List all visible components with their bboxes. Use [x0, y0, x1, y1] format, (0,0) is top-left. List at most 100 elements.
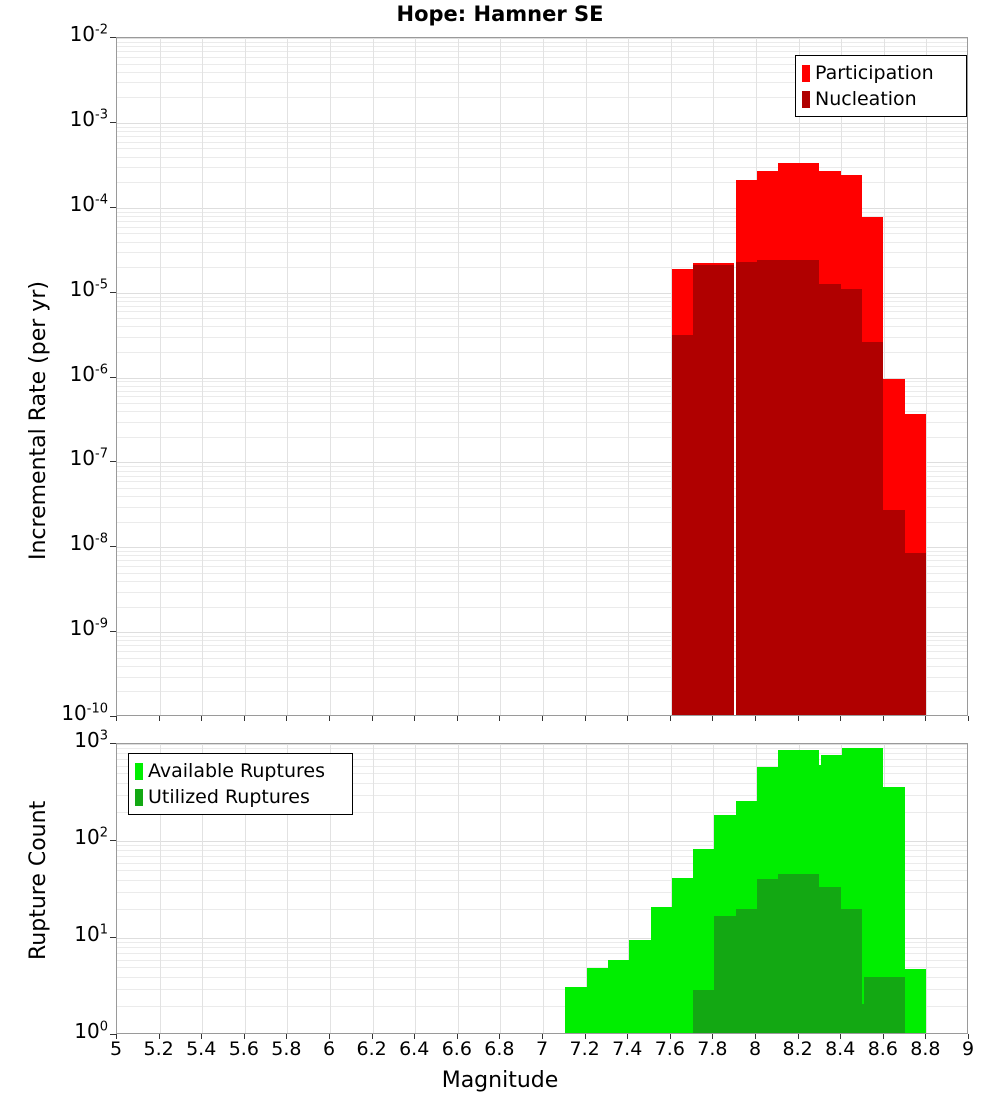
grid-line-horizontal [117, 856, 967, 857]
grid-line-horizontal [117, 123, 967, 124]
grid-line-horizontal [117, 666, 967, 667]
grid-line-horizontal [117, 753, 967, 754]
top-legend-item-row: Nucleation [802, 86, 958, 112]
grid-line-horizontal [117, 252, 967, 253]
top-y-axis-title: Incremental Rate (per yr) [26, 281, 51, 560]
grid-line-vertical [330, 744, 331, 1033]
grid-line-horizontal [117, 212, 967, 213]
grid-line-horizontal [117, 311, 967, 312]
grid-line-horizontal [117, 352, 967, 353]
bottom-y-tick-label: 103 [74, 728, 108, 752]
grid-line-horizontal [117, 555, 967, 556]
grid-line-horizontal [117, 466, 967, 467]
top-legend-item-label: Participation [815, 61, 934, 84]
grid-line-horizontal [117, 396, 967, 397]
bottom-legend-item-row: Utilized Ruptures [135, 784, 344, 810]
grid-line-horizontal [117, 233, 967, 234]
grid-line-horizontal [117, 38, 967, 39]
y-tick-mark [110, 37, 116, 38]
x-tick-label: 7.2 [569, 1038, 600, 1060]
grid-line-horizontal [117, 658, 967, 659]
grid-line-horizontal [117, 462, 967, 463]
x-tick-mark [372, 1034, 373, 1039]
grid-line-horizontal [117, 496, 967, 497]
grid-line-horizontal [117, 337, 967, 338]
grid-line-horizontal [117, 560, 967, 561]
grid-line-horizontal [117, 403, 967, 404]
grid-line-horizontal [117, 841, 967, 842]
top-y-tick-label: 10-7 [69, 446, 108, 471]
grid-line-vertical [330, 38, 331, 715]
grid-line-horizontal [117, 766, 967, 767]
x-tick-label: 8.2 [782, 1038, 813, 1060]
x-tick-label: 8.4 [825, 1038, 856, 1060]
grid-line-vertical [415, 38, 416, 715]
x-tick-mark [116, 1034, 117, 1039]
grid-line-horizontal [117, 947, 967, 948]
grid-line-horizontal [117, 437, 967, 438]
page-title: Hope: Hamner SE [396, 2, 604, 26]
grid-line-horizontal [117, 960, 967, 961]
grid-line-vertical [202, 744, 203, 1033]
x-tick-label: 7.4 [612, 1038, 643, 1060]
x-tick-mark [925, 1034, 926, 1039]
grid-line-vertical [628, 38, 629, 715]
grid-line-horizontal [117, 136, 967, 137]
grid-line-vertical [671, 38, 672, 715]
grid-line-horizontal [117, 748, 967, 749]
grid-line-horizontal [117, 870, 967, 871]
x-tick-mark [201, 1034, 202, 1039]
x-tick-mark [883, 716, 884, 721]
grid-line-horizontal [117, 967, 967, 968]
grid-line-vertical [202, 38, 203, 715]
grid-line-horizontal [117, 795, 967, 796]
grid-line-vertical [926, 744, 927, 1033]
grid-line-vertical [586, 744, 587, 1033]
x-tick-mark [499, 716, 500, 721]
grid-line-vertical [373, 744, 374, 1033]
x-tick-mark [883, 1034, 884, 1039]
grid-line-horizontal [117, 645, 967, 646]
x-tick-label: 6.2 [356, 1038, 387, 1060]
grid-line-horizontal [117, 481, 967, 482]
bottom-legend-item-row: Available Ruptures [135, 758, 344, 784]
y-tick-mark [110, 292, 116, 293]
x-tick-label: 5.4 [186, 1038, 217, 1060]
grid-line-horizontal [117, 157, 967, 158]
grid-line-horizontal [117, 148, 967, 149]
grid-line-vertical [458, 744, 459, 1033]
grid-line-horizontal [117, 989, 967, 990]
grid-line-horizontal [117, 301, 967, 302]
x-tick-mark [798, 716, 799, 721]
bar-nucleation [885, 553, 926, 715]
x-tick-label: 7.6 [654, 1038, 685, 1060]
x-tick-label: 6 [322, 1038, 336, 1060]
grid-line-horizontal [117, 522, 967, 523]
grid-line-horizontal [117, 845, 967, 846]
x-tick-mark [585, 1034, 586, 1039]
grid-line-horizontal [117, 566, 967, 567]
y-tick-mark [110, 1034, 116, 1035]
y-tick-mark [110, 377, 116, 378]
bottom-legend-item-label: Utilized Ruptures [148, 785, 310, 808]
x-tick-mark [159, 716, 160, 721]
top-y-tick-label: 10-4 [69, 191, 108, 216]
y-tick-mark [110, 716, 116, 717]
x-tick-mark [755, 716, 756, 721]
grid-line-horizontal [117, 221, 967, 222]
top-y-tick-label: 10-10 [61, 701, 108, 725]
grid-line-horizontal [117, 326, 967, 327]
grid-line-horizontal [117, 267, 967, 268]
grid-line-horizontal [117, 636, 967, 637]
x-tick-mark [627, 716, 628, 721]
grid-line-horizontal [117, 632, 967, 633]
grid-line-horizontal [117, 744, 967, 745]
grid-line-vertical [245, 744, 246, 1033]
top-legend-item-label: Nucleation [815, 87, 917, 110]
grid-line-vertical [543, 744, 544, 1033]
grid-line-horizontal [117, 97, 967, 98]
grid-line-horizontal [117, 551, 967, 552]
top-y-tick-label: 10-8 [69, 531, 108, 556]
x-tick-mark [457, 1034, 458, 1039]
